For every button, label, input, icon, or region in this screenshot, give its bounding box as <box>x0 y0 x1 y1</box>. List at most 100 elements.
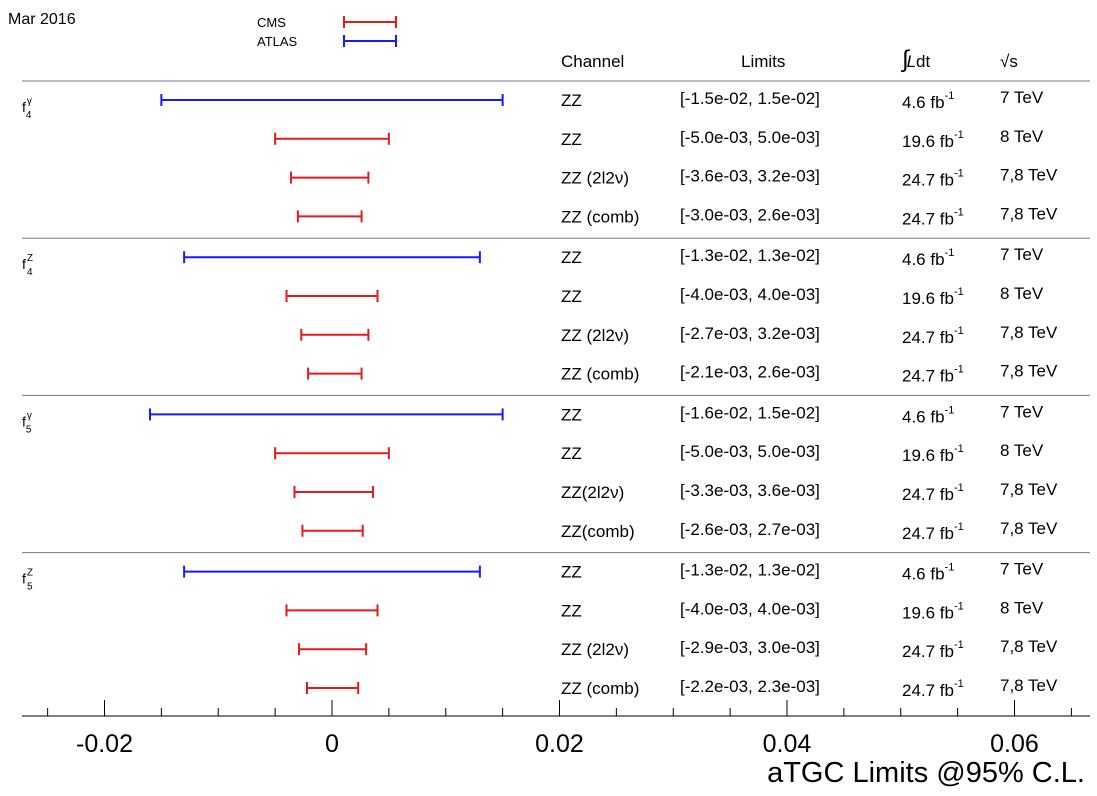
cell-channel: ZZ <box>561 287 582 306</box>
cell-lumi-value: 24.7 fb <box>902 209 954 228</box>
cell-channel: ZZ(2l2ν) <box>561 483 624 502</box>
cell-channel: ZZ <box>561 248 582 267</box>
cell-limits: [-3.0e-03, 2.6e-03] <box>680 205 820 224</box>
cell-limits: [-3.3e-03, 3.6e-03] <box>680 481 820 500</box>
header-channel: Channel <box>561 52 624 71</box>
cell-energy: 8 TeV <box>1000 441 1044 460</box>
cell-lumi-value: 19.6 fb <box>902 603 954 622</box>
integral-glyph: ∫ <box>900 46 910 73</box>
cell-lumi-value: 4.6 fb <box>902 250 945 269</box>
x-axis-label: aTGC Limits @95% C.L. <box>767 757 1085 789</box>
group-label-sup: Z <box>27 253 33 264</box>
cell-channel: ZZ <box>561 563 582 582</box>
cell-lumi: 19.6 fb-1 <box>902 443 964 465</box>
cell-channel: ZZ (comb) <box>561 365 639 384</box>
cell-limits: [-1.6e-02, 1.5e-02] <box>680 403 820 422</box>
cell-lumi-exponent: -1 <box>945 404 955 416</box>
cell-lumi-value: 24.7 fb <box>902 485 954 504</box>
cell-lumi-exponent: -1 <box>954 206 964 218</box>
cell-channel: ZZ <box>561 444 582 463</box>
header-limits: Limits <box>741 52 785 71</box>
group-label: fZ 4 <box>22 253 33 278</box>
cell-lumi: 19.6 fb-1 <box>902 600 964 622</box>
cell-channel: ZZ <box>561 130 582 149</box>
cell-channel: ZZ(comb) <box>561 522 635 541</box>
group-label-sub: 4 <box>27 267 33 278</box>
x-tick-label: -0.02 <box>76 730 133 758</box>
cell-channel: ZZ <box>561 91 582 110</box>
x-tick-label: 0.04 <box>763 730 812 758</box>
group-label-base: f <box>22 99 26 115</box>
cell-lumi: 4.6 fb-1 <box>902 562 954 584</box>
cell-limits: [-2.9e-03, 3.0e-03] <box>680 638 820 657</box>
cell-lumi: 4.6 fb-1 <box>902 247 954 269</box>
cell-lumi-exponent: -1 <box>954 521 964 533</box>
group-label-sup: γ <box>27 96 32 107</box>
cell-channel: ZZ (2l2ν) <box>561 169 629 188</box>
lumi-symbol: L <box>907 52 916 71</box>
group-label-sub: 5 <box>26 424 32 435</box>
cell-energy: 8 TeV <box>1000 284 1044 303</box>
cell-limits: [-2.7e-03, 3.2e-03] <box>680 324 820 343</box>
x-axis: -0.02 0 0.02 0.04 0.06 <box>22 700 1090 758</box>
cell-lumi-value: 24.7 fb <box>902 681 954 700</box>
limit-bars <box>149 94 504 694</box>
cell-energy: 7,8 TeV <box>1000 323 1058 342</box>
cell-lumi-value: 24.7 fb <box>902 642 954 661</box>
cell-limits: [-2.2e-03, 2.3e-03] <box>680 677 820 696</box>
group-label-base: f <box>22 571 26 587</box>
cell-lumi-exponent: -1 <box>945 90 955 102</box>
group-label-sup: Z <box>27 568 33 579</box>
cell-lumi-exponent: -1 <box>954 286 964 298</box>
cell-limits: [-3.6e-03, 3.2e-03] <box>680 167 820 186</box>
group-label: fZ 5 <box>22 568 33 593</box>
cell-lumi-exponent: -1 <box>945 247 955 259</box>
cell-lumi-value: 4.6 fb <box>902 407 945 426</box>
cell-lumi-exponent: -1 <box>945 562 955 574</box>
cell-lumi-exponent: -1 <box>954 443 964 455</box>
cell-energy: 7,8 TeV <box>1000 166 1058 185</box>
cell-limits: [-5.0e-03, 5.0e-03] <box>680 128 820 147</box>
cell-lumi: 24.7 fb-1 <box>902 639 964 661</box>
cell-lumi-exponent: -1 <box>954 678 964 690</box>
cell-limits: [-2.1e-03, 2.6e-03] <box>680 363 820 382</box>
cell-channel: ZZ (2l2ν) <box>561 640 629 659</box>
cell-lumi: 24.7 fb-1 <box>902 206 964 228</box>
group-labels: fγ 4fZ 4fγ 5fZ 5 <box>22 96 33 593</box>
cell-energy: 7,8 TeV <box>1000 204 1058 223</box>
cell-limits: [-1.3e-02, 1.3e-02] <box>680 246 820 265</box>
cell-channel: ZZ (2l2ν) <box>561 326 629 345</box>
group-label-sup: γ <box>27 410 32 421</box>
cell-lumi-value: 4.6 fb <box>902 93 945 112</box>
cell-energy: 7 TeV <box>1000 560 1044 579</box>
group-separators <box>22 80 1090 554</box>
cell-lumi: 24.7 fb-1 <box>902 364 964 386</box>
x-tick-label: 0.02 <box>535 730 584 758</box>
cell-lumi: 19.6 fb-1 <box>902 286 964 308</box>
header-energy: √s <box>1000 52 1018 71</box>
cell-lumi-exponent: -1 <box>954 168 964 180</box>
cell-limits: [-1.3e-02, 1.3e-02] <box>680 561 820 580</box>
cell-lumi-value: 19.6 fb <box>902 446 954 465</box>
group-label-base: f <box>22 256 26 272</box>
cell-lumi-exponent: -1 <box>954 364 964 376</box>
cell-lumi-value: 4.6 fb <box>902 565 945 584</box>
cell-energy: 8 TeV <box>1000 127 1044 146</box>
legend-label-cms: CMS <box>257 15 286 30</box>
cell-lumi: 24.7 fb-1 <box>902 521 964 543</box>
cell-lumi-value: 19.6 fb <box>902 289 954 308</box>
cell-lumi: 24.7 fb-1 <box>902 168 964 190</box>
cell-lumi: 4.6 fb-1 <box>902 90 954 112</box>
header-lumi: ∫Ldt <box>900 46 931 73</box>
cell-lumi-value: 24.7 fb <box>902 328 954 347</box>
x-tick-label: 0.06 <box>990 730 1039 758</box>
cell-channel: ZZ (comb) <box>561 207 639 226</box>
cell-limits: [-4.0e-03, 4.0e-03] <box>680 285 820 304</box>
cell-lumi-value: 19.6 fb <box>902 132 954 151</box>
cell-energy: 7,8 TeV <box>1000 480 1058 499</box>
cell-lumi-exponent: -1 <box>954 325 964 337</box>
group-label: fγ 4 <box>22 96 32 121</box>
